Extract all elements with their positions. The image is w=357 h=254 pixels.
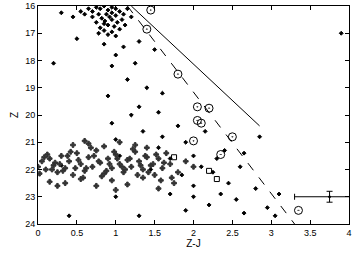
- svg-text:1: 1: [113, 228, 118, 238]
- svg-text:2: 2: [191, 228, 196, 238]
- svg-text:0: 0: [35, 228, 40, 238]
- svg-text:21: 21: [25, 137, 35, 147]
- svg-text:18: 18: [25, 56, 35, 66]
- svg-text:1.5: 1.5: [148, 228, 161, 238]
- svg-text:23: 23: [25, 192, 35, 202]
- svg-text:3: 3: [269, 228, 274, 238]
- svg-text:20: 20: [25, 110, 35, 120]
- svg-text:3.5: 3.5: [304, 228, 317, 238]
- svg-text:Z-J: Z-J: [186, 238, 200, 249]
- svg-text:Z: Z: [9, 112, 20, 118]
- svg-text:2.5: 2.5: [226, 228, 239, 238]
- svg-text:16: 16: [25, 1, 35, 11]
- svg-text:24: 24: [25, 219, 35, 229]
- svg-text:4: 4: [346, 228, 351, 238]
- svg-text:22: 22: [25, 165, 35, 175]
- svg-text:0.5: 0.5: [71, 228, 84, 238]
- svg-text:19: 19: [25, 83, 35, 93]
- svg-text:17: 17: [25, 28, 35, 38]
